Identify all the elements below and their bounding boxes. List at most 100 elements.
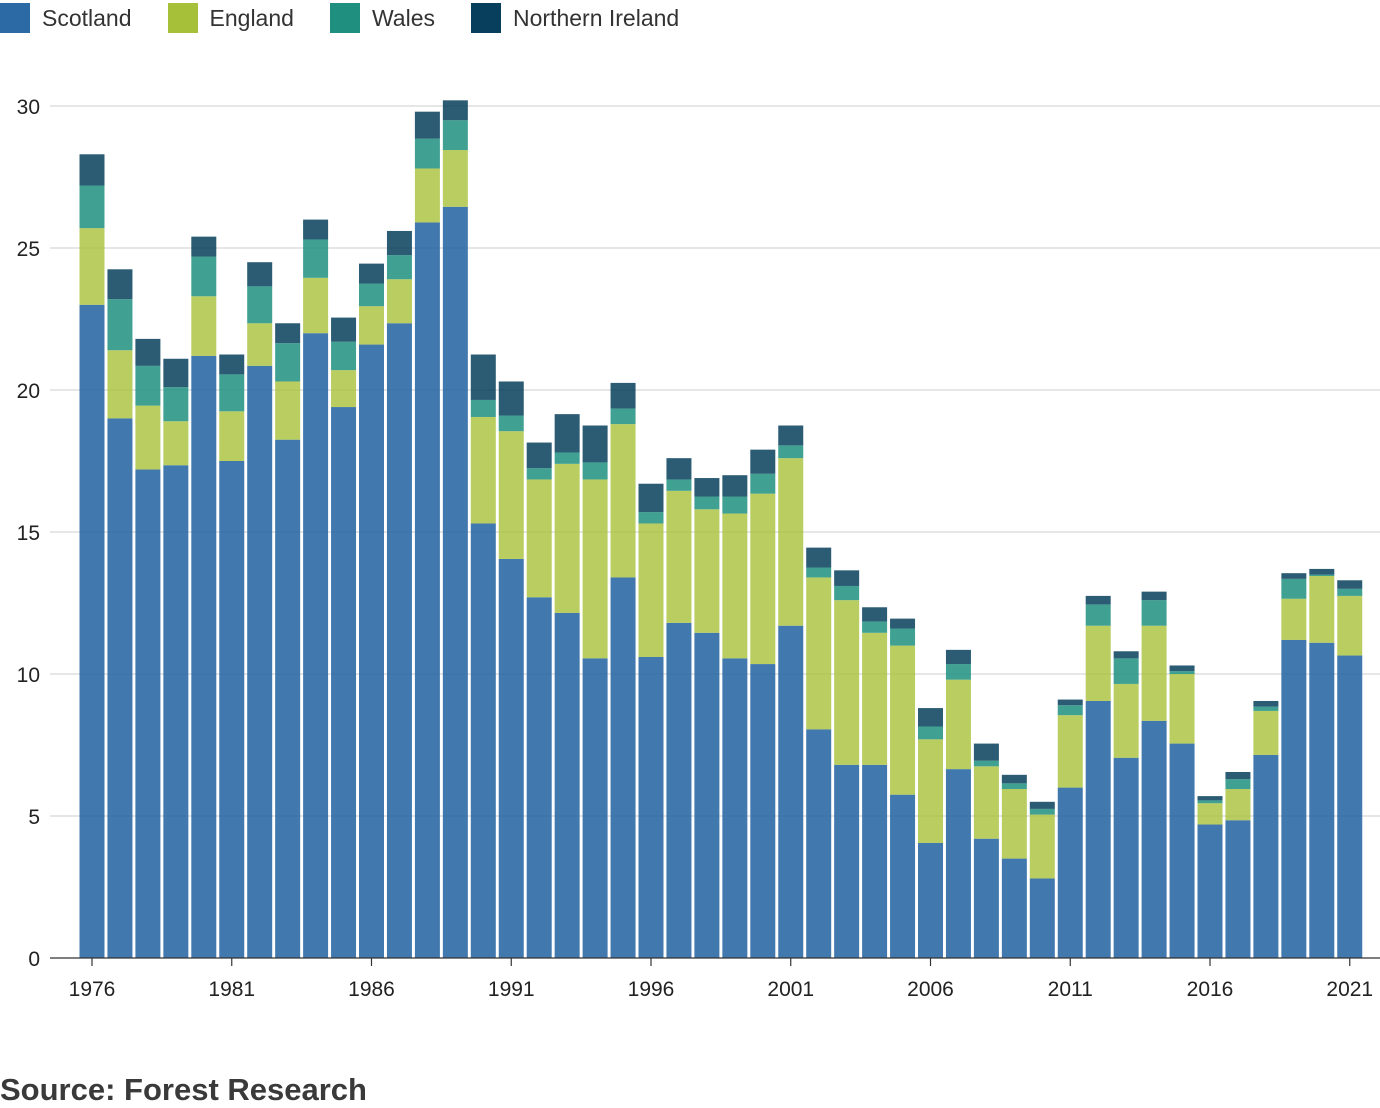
x-tick-label-1986: 1986 xyxy=(348,978,395,1001)
bar-england-1999 xyxy=(722,513,748,659)
legend-label-scotland: Scotland xyxy=(42,4,132,31)
legend-label-wales: Wales xyxy=(371,4,435,31)
bar-wales-1982 xyxy=(247,286,273,324)
bar-northern-ireland-1980 xyxy=(191,236,217,257)
bar-northern-ireland-2001 xyxy=(778,425,804,446)
bar-wales-2013 xyxy=(1113,658,1139,684)
bar-wales-1995 xyxy=(610,408,636,425)
y-tick-label-25: 25 xyxy=(17,238,40,261)
bar-scotland-2021 xyxy=(1337,655,1363,958)
x-tick-label-1991: 1991 xyxy=(488,978,535,1001)
bar-wales-1986 xyxy=(359,283,384,307)
bar-scotland-1982 xyxy=(247,365,273,958)
bar-northern-ireland-1978 xyxy=(135,338,161,366)
bar-england-1982 xyxy=(247,323,273,366)
bar-northern-ireland-2019 xyxy=(1281,573,1307,579)
bar-wales-2006 xyxy=(918,726,943,740)
bar-northern-ireland-1988 xyxy=(414,111,440,139)
legend-item-wales[interactable]: Wales xyxy=(329,3,435,33)
bar-wales-2000 xyxy=(750,473,776,494)
bar-wales-1984 xyxy=(303,239,329,278)
bar-northern-ireland-1990 xyxy=(470,354,496,400)
bar-scotland-2004 xyxy=(862,764,888,958)
legend-item-england[interactable]: England xyxy=(167,3,294,33)
legend-label-northern-ireland: Northern Ireland xyxy=(513,4,680,31)
bar-england-1981 xyxy=(219,411,245,461)
x-tick-label-1996: 1996 xyxy=(628,978,675,1001)
bar-wales-2012 xyxy=(1085,604,1111,626)
bar-northern-ireland-2011 xyxy=(1057,699,1083,706)
legend-item-northern-ireland[interactable]: Northern Ireland xyxy=(471,3,679,33)
bar-scotland-2009 xyxy=(1001,858,1027,958)
bar-scotland-1986 xyxy=(359,344,384,958)
bar-england-2013 xyxy=(1113,683,1139,758)
bar-scotland-2008 xyxy=(973,838,999,958)
bar-scotland-2020 xyxy=(1309,642,1335,958)
bar-wales-1981 xyxy=(219,374,245,412)
legend: Scotland England Wales Northern Ireland xyxy=(0,0,715,36)
bar-wales-1999 xyxy=(722,496,748,514)
legend-swatch-scotland xyxy=(0,3,30,33)
x-tick-label-1981: 1981 xyxy=(208,978,255,1001)
bar-england-1986 xyxy=(359,306,384,345)
bar-northern-ireland-2010 xyxy=(1029,801,1055,809)
bar-england-1998 xyxy=(694,509,720,633)
x-tick-label-2006: 2006 xyxy=(907,978,954,1001)
bar-england-2007 xyxy=(945,679,971,770)
bar-scotland-1992 xyxy=(526,597,552,958)
bar-scotland-2015 xyxy=(1169,743,1195,958)
x-tick-label-2001: 2001 xyxy=(767,978,814,1001)
bar-england-2006 xyxy=(918,739,943,843)
bar-scotland-1984 xyxy=(303,333,329,958)
bar-wales-2008 xyxy=(973,760,999,767)
bar-wales-2005 xyxy=(890,628,916,646)
y-tick-label-10: 10 xyxy=(17,664,40,687)
bar-northern-ireland-2005 xyxy=(890,618,916,629)
bar-wales-1980 xyxy=(191,256,217,297)
bar-wales-1979 xyxy=(163,387,189,422)
bar-wales-2021 xyxy=(1337,588,1363,596)
bar-england-2012 xyxy=(1085,625,1111,701)
bar-wales-1989 xyxy=(442,120,468,151)
bar-northern-ireland-2008 xyxy=(973,743,999,761)
bar-england-1983 xyxy=(275,381,301,440)
bar-england-2011 xyxy=(1057,715,1083,788)
bar-scotland-2005 xyxy=(890,794,916,958)
y-tick-label-5: 5 xyxy=(28,806,40,829)
bar-wales-2020 xyxy=(1309,574,1335,577)
bar-england-1992 xyxy=(526,479,552,598)
bar-wales-2002 xyxy=(806,567,832,578)
bar-england-1985 xyxy=(331,370,357,408)
bar-england-2014 xyxy=(1141,625,1167,721)
bar-scotland-2013 xyxy=(1113,757,1139,958)
bar-wales-1996 xyxy=(638,512,664,524)
bar-northern-ireland-2014 xyxy=(1141,591,1167,601)
bar-northern-ireland-1976 xyxy=(79,154,105,186)
bar-scotland-2010 xyxy=(1029,878,1055,958)
bar-northern-ireland-1995 xyxy=(610,382,636,409)
bar-scotland-2019 xyxy=(1281,639,1307,958)
bar-england-1984 xyxy=(303,277,329,334)
bar-northern-ireland-1989 xyxy=(442,100,468,121)
bar-england-2005 xyxy=(890,645,916,795)
bar-scotland-1977 xyxy=(107,418,133,958)
bar-scotland-1994 xyxy=(582,658,608,958)
bar-northern-ireland-1983 xyxy=(275,323,301,344)
bar-england-1976 xyxy=(79,228,105,305)
bar-scotland-2011 xyxy=(1057,787,1083,958)
bar-wales-2014 xyxy=(1141,600,1167,626)
bar-northern-ireland-2009 xyxy=(1001,774,1027,784)
x-tick-label-1976: 1976 xyxy=(69,978,116,1001)
bar-scotland-1997 xyxy=(666,622,692,958)
bar-northern-ireland-2000 xyxy=(750,449,776,474)
legend-item-scotland[interactable]: Scotland xyxy=(0,3,132,33)
bar-scotland-1988 xyxy=(414,222,440,958)
bar-wales-1994 xyxy=(582,462,608,480)
bar-scotland-1980 xyxy=(191,355,217,958)
x-tick-label-2011: 2011 xyxy=(1048,978,1093,1001)
bar-scotland-1987 xyxy=(386,323,412,958)
bar-england-2019 xyxy=(1281,598,1307,640)
bar-northern-ireland-2020 xyxy=(1309,568,1335,575)
bar-england-2017 xyxy=(1225,789,1251,821)
bar-northern-ireland-2018 xyxy=(1253,700,1279,707)
